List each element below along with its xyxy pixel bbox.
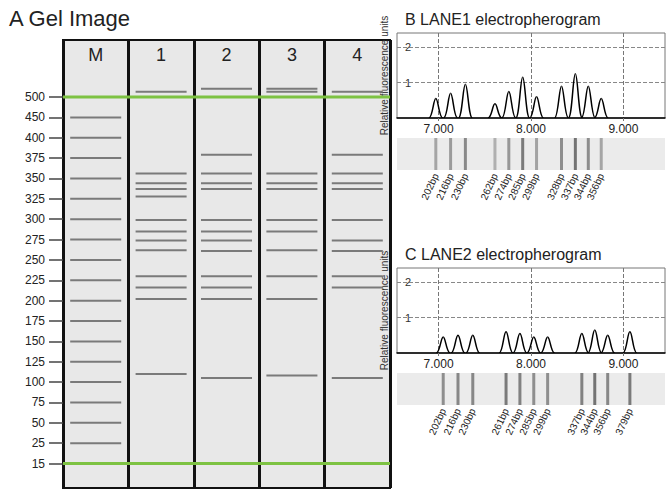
- svg-text:9.000: 9.000: [608, 357, 638, 371]
- svg-text:Relative fluorescence units: Relative fluorescence units: [379, 251, 390, 371]
- svg-text:B LANE1 electropherogram: B LANE1 electropherogram: [405, 11, 601, 28]
- svg-text:344bp: 344bp: [571, 171, 594, 202]
- svg-text:400: 400: [25, 131, 45, 145]
- svg-text:7.000: 7.000: [424, 122, 454, 136]
- svg-text:299bp: 299bp: [531, 406, 553, 436]
- svg-text:A Gel Image: A Gel Image: [9, 6, 130, 31]
- svg-text:375: 375: [25, 151, 45, 165]
- svg-text:M: M: [88, 45, 103, 65]
- svg-text:8.000: 8.000: [516, 122, 546, 136]
- svg-text:2: 2: [405, 276, 411, 288]
- svg-text:356bp: 356bp: [585, 171, 607, 201]
- svg-text:299bp: 299bp: [520, 171, 542, 201]
- svg-text:25: 25: [32, 436, 46, 450]
- svg-text:337bp: 337bp: [558, 171, 581, 202]
- svg-text:1: 1: [156, 45, 166, 65]
- svg-text:Relative fluorescence units: Relative fluorescence units: [379, 16, 390, 136]
- svg-text:150: 150: [25, 334, 45, 348]
- svg-text:344bp: 344bp: [578, 406, 600, 437]
- svg-text:C LANE2 electropherogram: C LANE2 electropherogram: [405, 246, 602, 263]
- svg-text:350: 350: [25, 171, 45, 185]
- svg-text:4: 4: [352, 45, 362, 65]
- svg-text:450: 450: [25, 110, 45, 124]
- svg-text:8.000: 8.000: [516, 357, 546, 371]
- svg-text:2: 2: [221, 45, 231, 65]
- svg-text:285bp: 285bp: [517, 406, 539, 437]
- svg-text:202bp: 202bp: [419, 171, 441, 202]
- svg-text:175: 175: [25, 314, 45, 328]
- svg-text:275: 275: [25, 233, 45, 247]
- svg-text:202bp: 202bp: [426, 406, 449, 437]
- svg-text:356bp: 356bp: [591, 406, 613, 436]
- svg-text:379bp: 379bp: [613, 406, 635, 436]
- svg-text:500: 500: [25, 90, 45, 104]
- svg-text:261bp: 261bp: [489, 406, 511, 437]
- svg-text:50: 50: [32, 416, 46, 430]
- svg-text:200: 200: [25, 294, 45, 308]
- svg-text:274bp: 274bp: [492, 171, 514, 202]
- svg-text:325: 325: [25, 192, 45, 206]
- svg-text:216bp: 216bp: [433, 171, 456, 202]
- svg-text:262bp: 262bp: [478, 171, 500, 202]
- svg-text:7.000: 7.000: [424, 357, 454, 371]
- svg-text:300: 300: [25, 212, 45, 226]
- svg-text:125: 125: [25, 355, 45, 369]
- svg-text:75: 75: [32, 395, 46, 409]
- svg-text:1: 1: [405, 77, 411, 89]
- svg-text:230bp: 230bp: [449, 171, 471, 201]
- svg-text:274bp: 274bp: [503, 406, 525, 437]
- svg-text:328bp: 328bp: [544, 171, 567, 202]
- svg-text:337bp: 337bp: [565, 406, 587, 437]
- svg-text:9.000: 9.000: [608, 122, 638, 136]
- svg-text:225: 225: [25, 273, 45, 287]
- svg-text:250: 250: [25, 253, 45, 267]
- svg-text:2: 2: [405, 41, 411, 53]
- svg-text:100: 100: [25, 375, 45, 389]
- svg-text:230bp: 230bp: [456, 406, 478, 436]
- svg-text:285bp: 285bp: [506, 171, 528, 202]
- svg-text:1: 1: [405, 312, 411, 324]
- svg-text:216bp: 216bp: [441, 406, 463, 437]
- svg-text:3: 3: [287, 45, 297, 65]
- svg-text:15: 15: [32, 457, 46, 471]
